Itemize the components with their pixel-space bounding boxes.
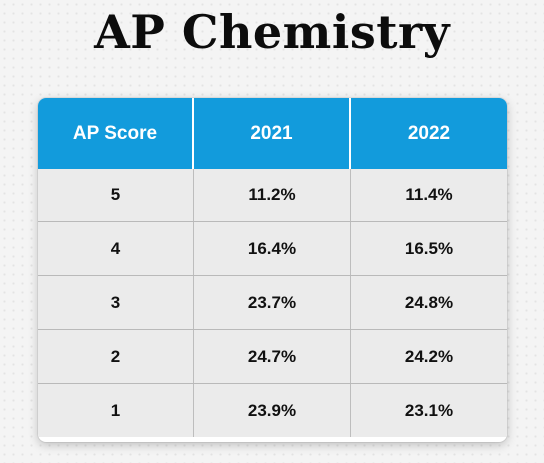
percent-2021-cell: 24.7% bbox=[194, 330, 351, 383]
percent-2021-cell: 16.4% bbox=[194, 222, 351, 275]
page-title: AP Chemistry bbox=[94, 5, 450, 59]
table-row: 1 23.9% 23.1% bbox=[38, 383, 507, 437]
percent-2021-cell: 23.9% bbox=[194, 384, 351, 437]
percent-2022-cell: 16.5% bbox=[404, 238, 454, 258]
percent-2022-cell: 24.2% bbox=[404, 346, 454, 366]
percent-2022-cell: 11.4% bbox=[405, 185, 453, 204]
score-distribution-table: AP Score 2021 2022 5 11.2% 11.4% 4 16.4%… bbox=[38, 98, 507, 442]
score-cell: 3 bbox=[38, 276, 194, 329]
table-row: 5 11.2% 11.4% bbox=[38, 169, 507, 221]
table-row: 2 24.7% 24.2% bbox=[38, 329, 507, 383]
table-header-row: AP Score 2021 2022 bbox=[38, 98, 507, 169]
percent-2022-cell: 24.8% bbox=[404, 292, 454, 312]
percent-2021-cell: 11.2% bbox=[194, 169, 351, 221]
table-row: 4 16.4% 16.5% bbox=[38, 221, 507, 275]
score-cell: 5 bbox=[38, 169, 194, 221]
percent-2021-cell: 23.7% bbox=[194, 276, 351, 329]
score-cell: 2 bbox=[38, 330, 194, 383]
header-2021: 2021 bbox=[194, 98, 351, 169]
score-cell: 1 bbox=[38, 384, 194, 437]
header-ap-score: AP Score bbox=[38, 98, 194, 169]
header-2022: 2022 bbox=[407, 122, 451, 144]
percent-2022-cell: 23.1% bbox=[404, 400, 454, 420]
score-cell: 4 bbox=[38, 222, 194, 275]
table-row: 3 23.7% 24.8% bbox=[38, 275, 507, 329]
